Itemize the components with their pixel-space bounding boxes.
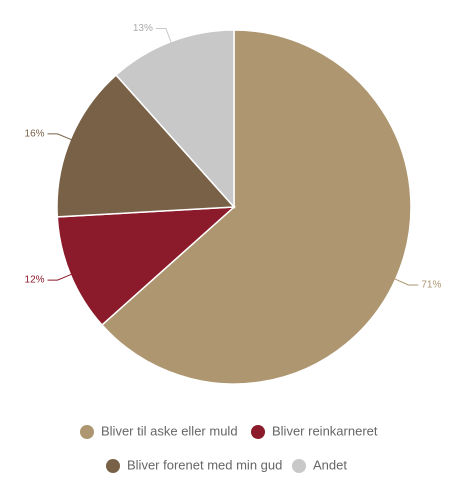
leader-line [155, 28, 173, 44]
legend-marker[interactable] [292, 459, 306, 473]
leader-line [393, 278, 419, 286]
legend-label[interactable]: Bliver forenet med min gud [127, 457, 282, 472]
legend-marker[interactable] [106, 459, 120, 473]
legend-label[interactable]: Bliver reinkarneret [272, 423, 378, 438]
legend-marker[interactable] [251, 425, 265, 439]
leader-line [47, 133, 73, 141]
value-label: 16% [25, 129, 45, 140]
legend-label[interactable]: Bliver til aske eller muld [101, 423, 238, 438]
legend-label[interactable]: Andet [313, 457, 347, 472]
value-label: 71% [421, 280, 441, 291]
value-label: 12% [25, 275, 45, 286]
legend-marker[interactable] [80, 425, 94, 439]
value-label: 13% [133, 23, 153, 34]
leader-line [47, 273, 73, 281]
